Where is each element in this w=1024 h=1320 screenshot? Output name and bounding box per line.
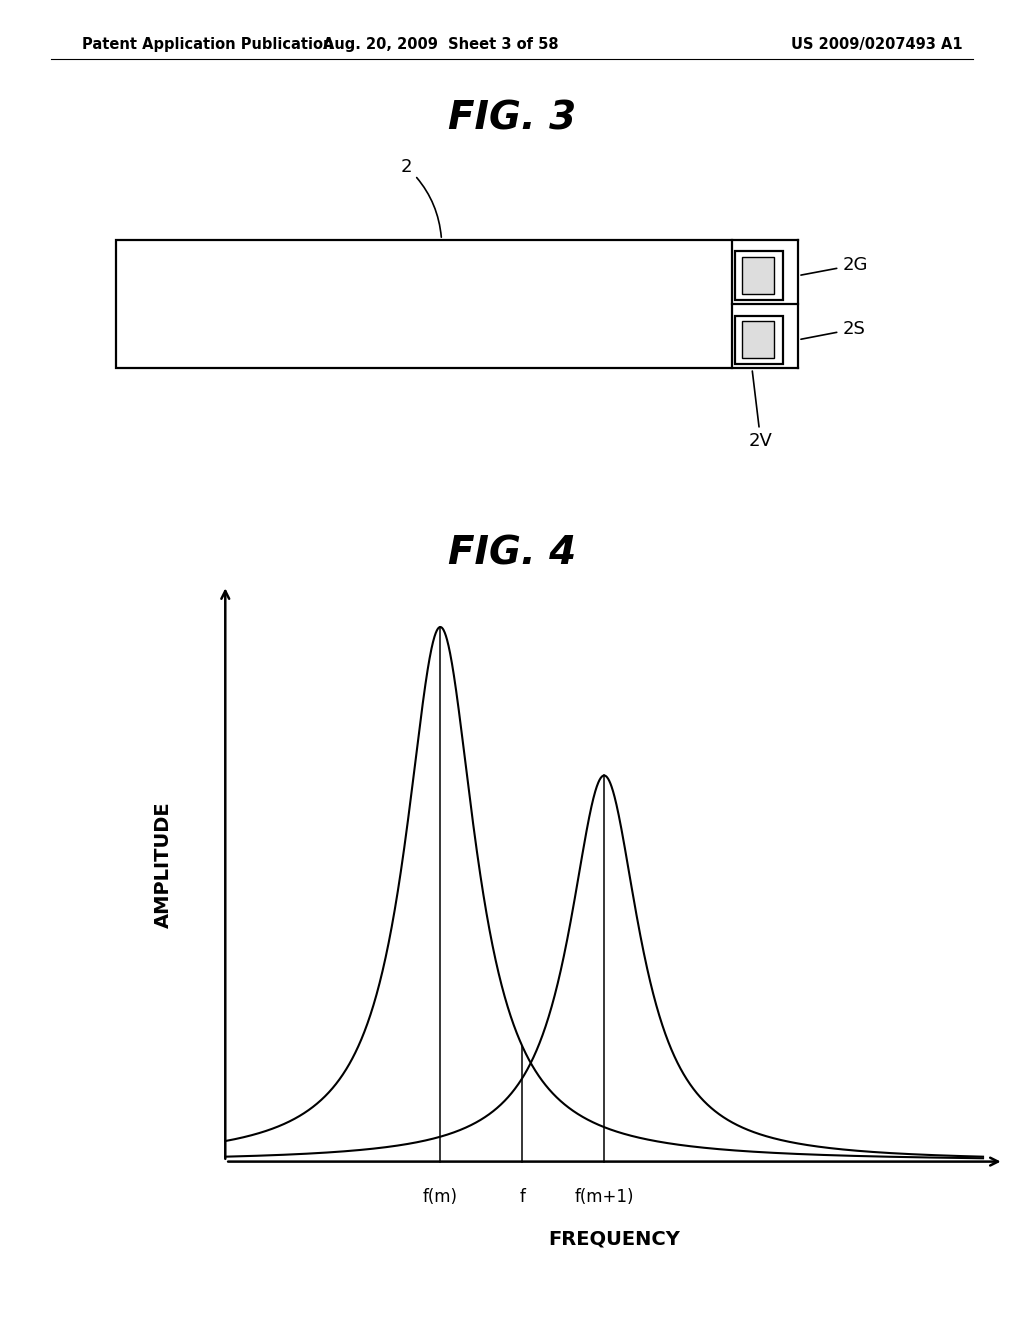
Text: 2G: 2G	[801, 256, 867, 275]
Text: Aug. 20, 2009  Sheet 3 of 58: Aug. 20, 2009 Sheet 3 of 58	[323, 37, 558, 51]
Text: 2S: 2S	[801, 319, 865, 339]
Bar	[741, 321, 774, 358]
Text: FIG. 3: FIG. 3	[447, 99, 577, 137]
Text: AMPLITUDE: AMPLITUDE	[155, 801, 173, 928]
Text: Patent Application Publication: Patent Application Publication	[82, 37, 334, 51]
Bar	[735, 315, 783, 364]
Bar	[741, 257, 774, 294]
Text: f: f	[519, 1188, 525, 1206]
Bar	[735, 251, 783, 300]
Text: 2V: 2V	[749, 371, 773, 450]
Text: FREQUENCY: FREQUENCY	[549, 1230, 680, 1249]
Text: f(m+1): f(m+1)	[574, 1188, 634, 1206]
Text: f(m): f(m)	[423, 1188, 458, 1206]
Text: FIG. 4: FIG. 4	[447, 535, 577, 573]
Text: 2: 2	[400, 158, 441, 238]
Bar	[116, 240, 732, 368]
Text: US 2009/0207493 A1: US 2009/0207493 A1	[791, 37, 963, 51]
